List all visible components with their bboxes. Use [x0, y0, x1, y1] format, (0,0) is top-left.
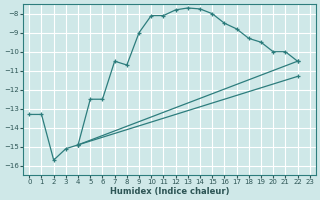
- X-axis label: Humidex (Indice chaleur): Humidex (Indice chaleur): [110, 187, 229, 196]
